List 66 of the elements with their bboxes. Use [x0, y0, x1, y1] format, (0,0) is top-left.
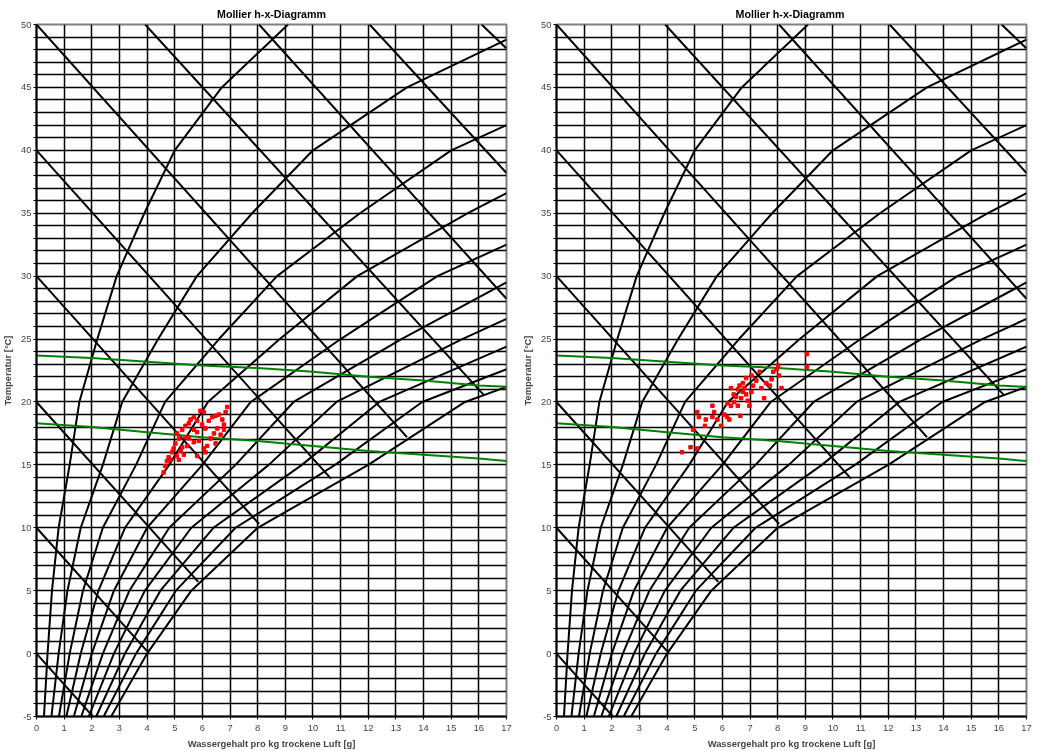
x-tick-label: 17: [1021, 722, 1032, 733]
y-tick-label: 0: [546, 648, 552, 659]
x-tick-label: 16: [473, 722, 485, 733]
x-axis-title: Wassergehalt pro kg trockene Luft [g]: [187, 738, 356, 749]
y-tick-label: 45: [21, 82, 32, 93]
x-tick-label: 11: [335, 722, 346, 733]
x-tick-label: 1: [581, 722, 587, 733]
x-tick-label: 8: [775, 722, 781, 733]
x-tick-label: 16: [993, 722, 1005, 733]
x-tick-label: 1: [61, 722, 67, 733]
y-tick-label: 15: [541, 459, 552, 470]
y-tick-label: 50: [541, 19, 552, 30]
y-tick-label: 15: [21, 459, 32, 470]
y-tick-label: 20: [541, 396, 552, 407]
x-tick-label: 5: [692, 722, 698, 733]
x-tick-label: 3: [116, 722, 123, 733]
x-tick-label: 0: [553, 722, 560, 733]
x-tick-label: 5: [172, 722, 178, 733]
x-tick-label: 11: [855, 722, 866, 733]
y-tick-label: 10: [21, 522, 32, 533]
y-tick-label: 40: [541, 145, 552, 156]
y-tick-label: 25: [541, 334, 552, 345]
y-tick-label: 35: [541, 208, 552, 219]
y-tick-label: 25: [21, 334, 32, 345]
x-tick-label: 2: [609, 722, 615, 733]
y-tick-label: 0: [26, 648, 32, 659]
x-tick-label: 9: [802, 722, 808, 733]
chart-title: Mollier h-x-Diagramm: [217, 7, 326, 20]
x-tick-label: 13: [910, 722, 922, 733]
x-tick-label: 17: [501, 722, 512, 733]
x-tick-label: 14: [418, 722, 429, 733]
y-tick-label: 45: [541, 82, 552, 93]
y-tick-label: 35: [21, 208, 32, 219]
x-tick-label: 10: [307, 722, 319, 733]
y-tick-label: 10: [541, 522, 552, 533]
x-tick-label: 15: [966, 722, 977, 733]
y-tick-label: 20: [21, 396, 32, 407]
chart-title: Mollier h-x-Diagramm: [735, 7, 845, 20]
x-tick-label: 2: [89, 722, 95, 733]
y-tick-label: 40: [21, 145, 32, 156]
x-tick-label: 4: [664, 722, 670, 733]
x-tick-label: 7: [747, 722, 753, 733]
x-tick-label: 6: [199, 722, 205, 733]
x-tick-label: 7: [227, 722, 233, 733]
x-tick-label: 12: [883, 722, 894, 733]
x-tick-label: 6: [719, 722, 725, 733]
x-tick-label: 3: [636, 722, 643, 733]
x-tick-label: 13: [390, 722, 402, 733]
y-tick-label: 50: [21, 19, 32, 30]
x-tick-label: 14: [938, 722, 949, 733]
x-tick-label: 12: [363, 722, 374, 733]
y-tick-label: 30: [21, 271, 32, 282]
x-tick-label: 15: [446, 722, 457, 733]
x-axis-title: Wassergehalt pro kg trockene Luft [g]: [707, 738, 876, 749]
y-axis-title: Temperatur [°C]: [523, 335, 534, 406]
y-tick-label: 5: [546, 585, 552, 596]
y-axis-title: Temperatur [°C]: [3, 335, 14, 406]
y-tick-label: -5: [23, 711, 32, 722]
x-tick-label: 10: [827, 722, 839, 733]
y-tick-label: 5: [26, 585, 32, 596]
x-tick-label: 8: [255, 722, 261, 733]
x-tick-label: 4: [144, 722, 150, 733]
y-tick-label: -5: [543, 711, 552, 722]
x-tick-label: 9: [282, 722, 288, 733]
x-tick-label: 0: [33, 722, 40, 733]
y-tick-label: 30: [541, 271, 552, 282]
